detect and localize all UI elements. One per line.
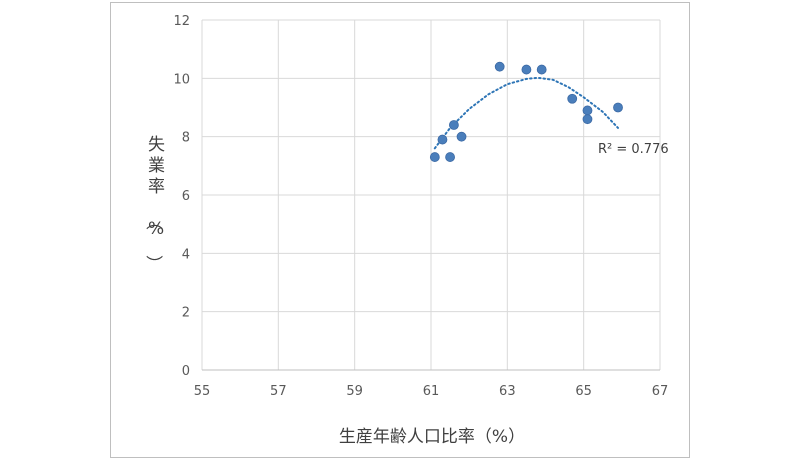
- y-tick-label: 2: [182, 306, 190, 321]
- y-axis-ticks: 0 2 4 6 8 10 12: [173, 14, 190, 379]
- data-point: [613, 102, 623, 113]
- data-point: [582, 105, 593, 116]
- data-point: [429, 152, 440, 162]
- x-tick-label: 67: [652, 384, 669, 399]
- y-tick-label: 6: [182, 189, 190, 204]
- y-axis-title-char: （: [143, 213, 163, 230]
- y-axis-title-char: 率: [148, 177, 165, 197]
- x-axis-title: 生産年齢人口比率（%）: [339, 427, 525, 447]
- data-point: [567, 93, 578, 104]
- y-axis-title-char: ）: [143, 255, 163, 272]
- trendline-group: [433, 76, 619, 150]
- x-tick-label: 63: [499, 384, 516, 399]
- data-points: [429, 61, 623, 162]
- y-axis-title-char: 業: [148, 156, 165, 176]
- y-axis-title-char: %: [148, 219, 164, 239]
- y-tick-label: 0: [182, 364, 190, 379]
- x-tick-label: 59: [346, 384, 363, 399]
- data-point: [448, 120, 459, 130]
- y-tick-label: 10: [173, 72, 190, 87]
- x-tick-label: 61: [423, 384, 440, 399]
- x-tick-label: 55: [194, 384, 211, 399]
- x-tick-label: 65: [575, 384, 592, 399]
- x-axis-ticks: 55 57 59 61 63 65 67: [194, 384, 669, 399]
- data-point: [582, 114, 593, 125]
- polynomial-trendline: [433, 76, 619, 150]
- data-point: [456, 131, 467, 142]
- r-squared-annotation: R² = 0.776: [598, 142, 669, 157]
- y-axis-title-char: 失: [148, 135, 165, 155]
- x-tick-label: 57: [270, 384, 287, 399]
- y-tick-label: 12: [173, 14, 190, 29]
- data-point: [536, 64, 547, 75]
- y-axis-title: 失業率 （% ）: [143, 135, 165, 272]
- data-point: [437, 134, 448, 145]
- data-point: [445, 152, 455, 162]
- y-tick-label: 8: [182, 131, 190, 146]
- data-point: [521, 64, 532, 75]
- y-tick-label: 4: [182, 247, 190, 262]
- grid: [201, 19, 661, 371]
- data-point: [494, 61, 505, 72]
